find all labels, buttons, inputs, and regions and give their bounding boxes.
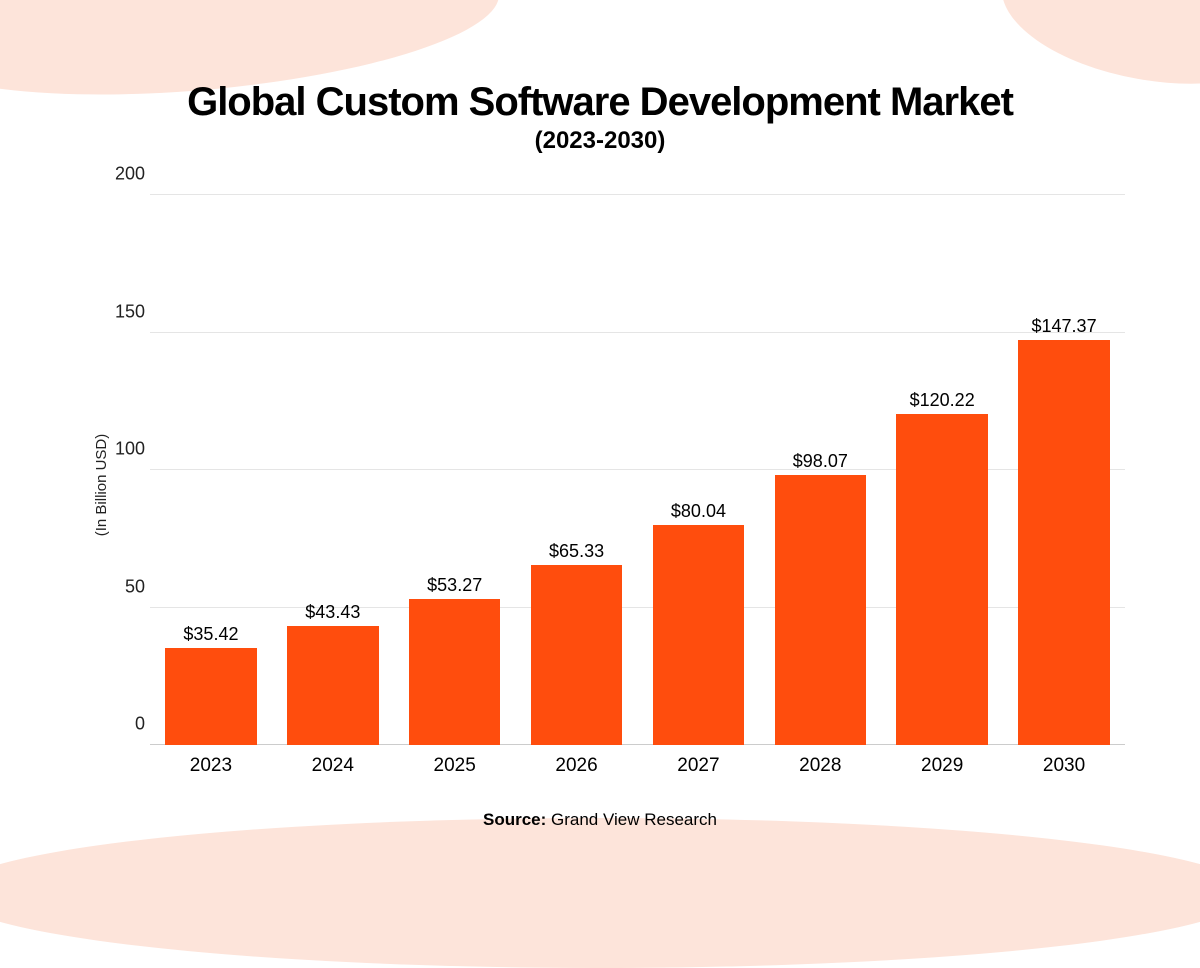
bar: [409, 599, 500, 745]
x-tick-label: 2024: [272, 755, 394, 777]
x-tick-label: 2029: [881, 755, 1003, 777]
bar-group: $53.27: [394, 195, 516, 745]
bar-value-label: $80.04: [671, 501, 726, 522]
y-tick-0: 0: [105, 714, 145, 735]
bar: [165, 648, 256, 745]
bar-group: $98.07: [759, 195, 881, 745]
y-tick-150: 150: [105, 301, 145, 322]
bar-value-label: $43.43: [305, 602, 360, 623]
bar: [531, 565, 622, 745]
bar: [1018, 340, 1109, 745]
bar-group: $65.33: [516, 195, 638, 745]
chart-wrapper: (In Billion USD) 200 150 100 50 0 $35.42…: [60, 185, 1140, 785]
bars-group: $35.42 $43.43 $53.27 $65.33 $80.04 $98.07 $120…: [150, 195, 1125, 745]
bar-value-label: $35.42: [183, 624, 238, 645]
y-tick-200: 200: [105, 164, 145, 185]
plot-area: 200 150 100 50 0 $35.42$43.43$53.27$65.3…: [150, 195, 1125, 745]
bar: [896, 414, 987, 745]
x-tick-label: 2023: [150, 755, 272, 777]
bar-value-label: $65.33: [549, 541, 604, 562]
bar-value-label: $98.07: [793, 451, 848, 472]
bar: [653, 525, 744, 745]
bar-group: $43.43: [272, 195, 394, 745]
bar-group: $35.42: [150, 195, 272, 745]
x-tick-label: 2027: [638, 755, 760, 777]
bar-value-label: $53.27: [427, 575, 482, 596]
chart-title: Global Custom Software Development Marke…: [0, 80, 1200, 125]
x-tick-label: 2030: [1003, 755, 1125, 777]
source-text: Source: Grand View Research: [0, 810, 1200, 830]
x-tick-label: 2026: [516, 755, 638, 777]
source-name: Grand View Research: [551, 810, 717, 829]
x-tick-label: 2025: [394, 755, 516, 777]
bar: [775, 475, 866, 745]
chart-subtitle: (2023-2030): [0, 127, 1200, 155]
bar-value-label: $120.22: [910, 390, 975, 411]
chart-container: Global Custom Software Development Marke…: [0, 0, 1200, 908]
source-label: Source:: [483, 810, 546, 829]
x-tick-label: 2028: [759, 755, 881, 777]
x-labels-row: 20232024202520262027202820292030: [150, 755, 1125, 777]
bar-group: $120.22: [881, 195, 1003, 745]
bar-group: $147.37: [1003, 195, 1125, 745]
y-tick-50: 50: [105, 576, 145, 597]
bar: [287, 626, 378, 745]
bar-group: $80.04: [638, 195, 760, 745]
bar-value-label: $147.37: [1032, 316, 1097, 337]
y-tick-100: 100: [105, 439, 145, 460]
